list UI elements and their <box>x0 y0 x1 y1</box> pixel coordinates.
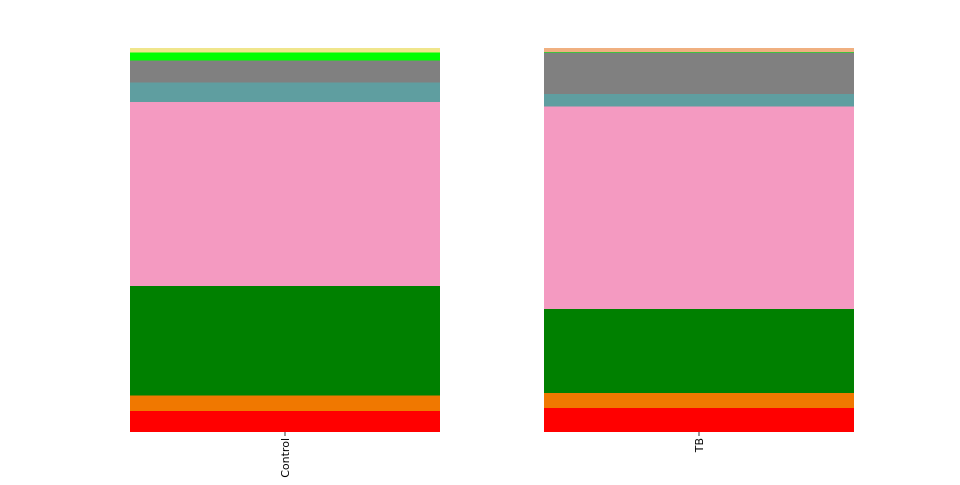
bar-segment-tb-1 <box>544 392 854 409</box>
x-tick-label: TB <box>693 438 706 453</box>
bar-segment-tb-0 <box>544 408 854 432</box>
x-tick-label: Control <box>279 438 292 478</box>
bar-segment-tb-3 <box>544 106 854 310</box>
bar-segment-tb-5 <box>544 52 854 95</box>
bar-segment-control-4 <box>130 82 440 102</box>
bar-segment-control-3 <box>130 101 440 287</box>
bar-segment-control-5 <box>130 60 440 83</box>
bar-segment-tb-7 <box>544 48 854 52</box>
panel-control: Control <box>130 48 440 478</box>
bar-segment-control-6 <box>130 52 440 61</box>
bar-segment-tb-4 <box>544 94 854 107</box>
bar-segment-control-7 <box>130 48 440 53</box>
panel-tb: TB <box>544 48 854 453</box>
bar-segment-control-0 <box>130 410 440 432</box>
bar-segment-control-2 <box>130 286 440 396</box>
bar-segment-control-1 <box>130 395 440 411</box>
bar-segment-tb-6 <box>544 51 854 53</box>
bar-segment-tb-2 <box>544 309 854 393</box>
